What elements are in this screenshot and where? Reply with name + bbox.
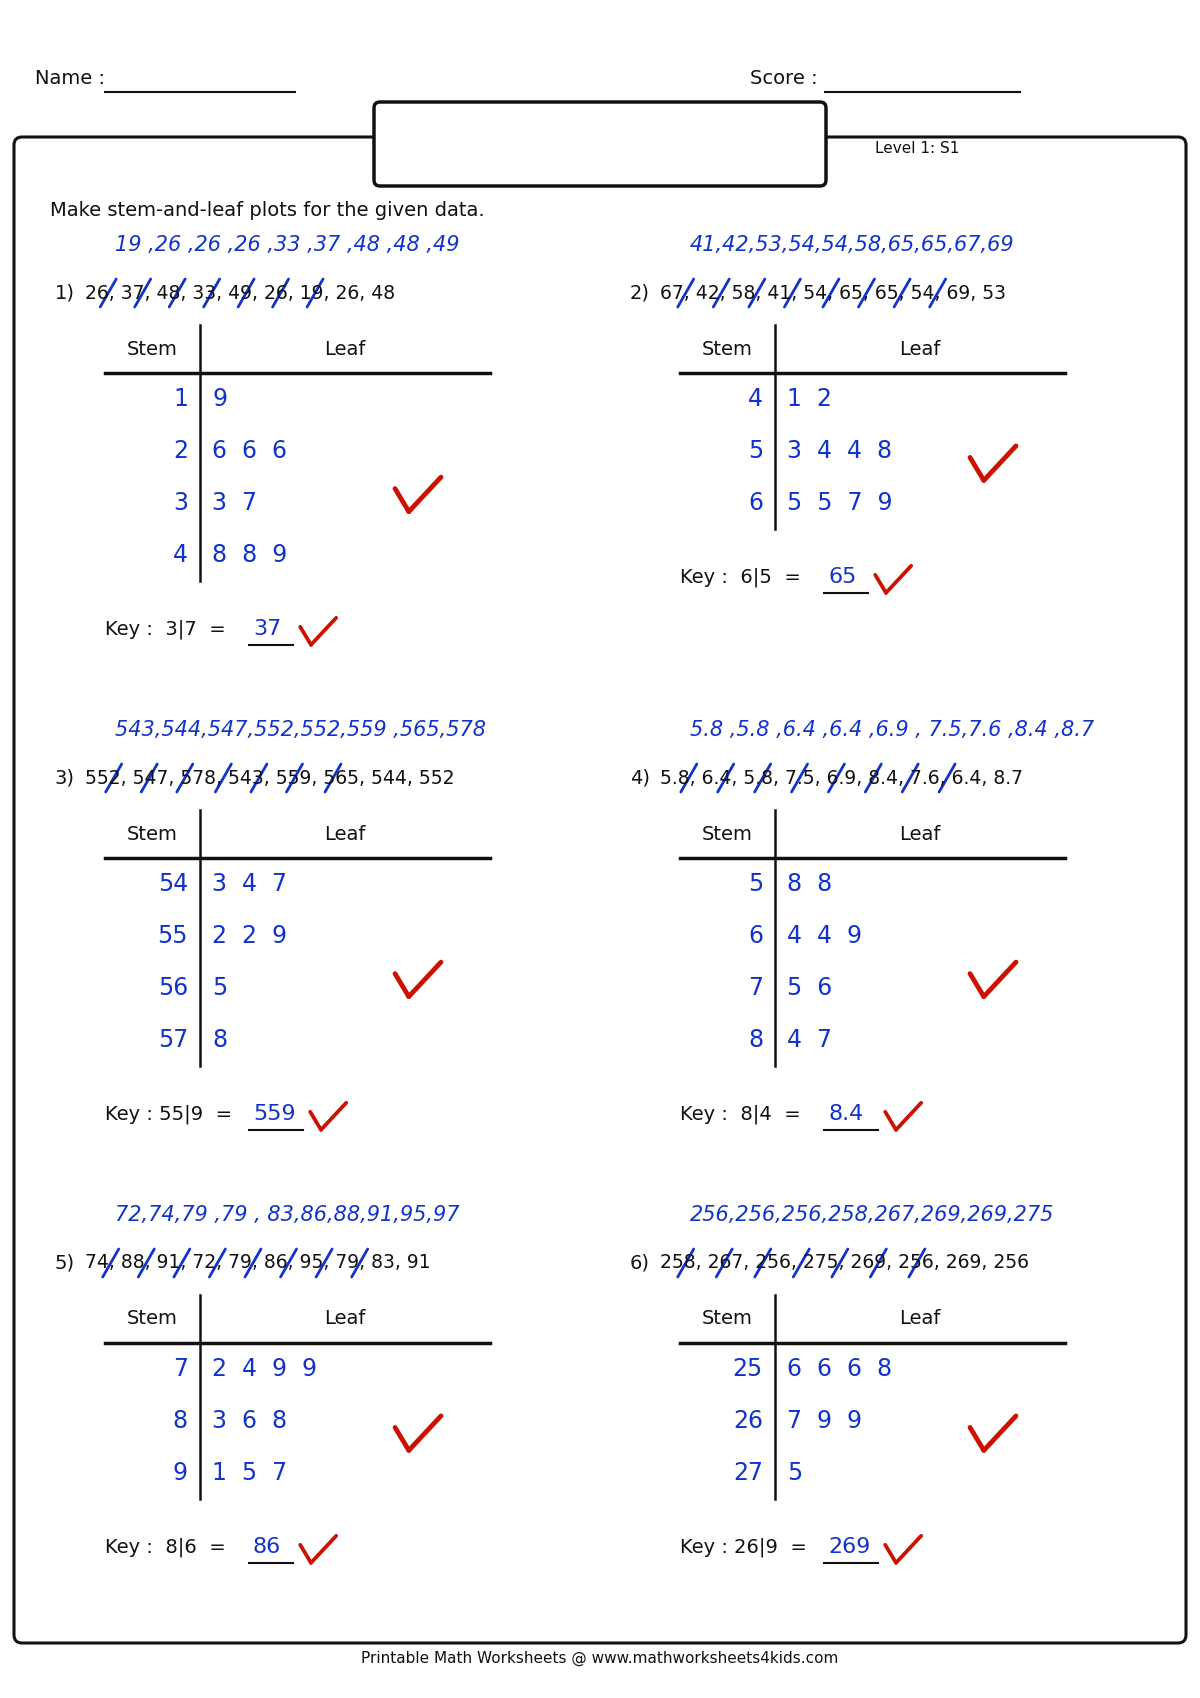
Text: 4  4  9: 4 4 9	[787, 924, 862, 947]
Text: 7: 7	[748, 976, 763, 1000]
Text: 8.4: 8.4	[828, 1104, 863, 1124]
Text: Leaf: Leaf	[899, 1309, 941, 1328]
Text: 2  4  9  9: 2 4 9 9	[212, 1357, 317, 1380]
Text: 3  7: 3 7	[212, 491, 257, 514]
Text: 9: 9	[212, 387, 227, 411]
FancyBboxPatch shape	[374, 102, 826, 187]
Text: 3  4  7: 3 4 7	[212, 873, 287, 897]
Text: 5.8 ,5.8 ,6.4 ,6.4 ,6.9 , 7.5,7.6 ,8.4 ,8.7: 5.8 ,5.8 ,6.4 ,6.4 ,6.9 , 7.5,7.6 ,8.4 ,…	[690, 720, 1094, 740]
Text: 256,256,256,258,267,269,269,275: 256,256,256,258,267,269,269,275	[690, 1206, 1055, 1224]
Text: 8: 8	[212, 1027, 227, 1053]
Text: 26: 26	[733, 1409, 763, 1433]
Text: 65: 65	[828, 567, 857, 588]
Text: 269: 269	[828, 1537, 870, 1557]
Text: Stem: Stem	[702, 1309, 752, 1328]
Text: Key :  6|5  =: Key : 6|5 =	[680, 567, 800, 588]
Text: 5  6: 5 6	[787, 976, 833, 1000]
Text: 2: 2	[173, 440, 188, 464]
Text: 2  2  9: 2 2 9	[212, 924, 287, 947]
Text: 6  6  6  8: 6 6 6 8	[787, 1357, 892, 1380]
Text: 3  4  4  8: 3 4 4 8	[787, 440, 892, 464]
Text: 552, 547, 578, 543, 559, 565, 544, 552: 552, 547, 578, 543, 559, 565, 544, 552	[85, 769, 455, 788]
Text: 6: 6	[748, 491, 763, 514]
Text: Leaf: Leaf	[324, 1309, 366, 1328]
Text: Score :: Score :	[750, 68, 817, 88]
Text: 3  6  8: 3 6 8	[212, 1409, 287, 1433]
FancyBboxPatch shape	[14, 138, 1186, 1644]
Text: 26, 37, 48, 33, 49, 26, 19, 26, 48: 26, 37, 48, 33, 49, 26, 19, 26, 48	[85, 284, 395, 302]
Text: 8: 8	[748, 1027, 763, 1053]
Text: 1  2: 1 2	[787, 387, 832, 411]
Text: Leaf: Leaf	[324, 825, 366, 844]
Text: 19 ,26 ,26 ,26 ,33 ,37 ,48 ,48 ,49: 19 ,26 ,26 ,26 ,33 ,37 ,48 ,48 ,49	[115, 234, 460, 255]
Text: 5: 5	[748, 440, 763, 464]
Text: 86: 86	[253, 1537, 281, 1557]
Text: 1  5  7: 1 5 7	[212, 1460, 287, 1486]
Text: Stem: Stem	[127, 340, 178, 358]
Text: 4: 4	[748, 387, 763, 411]
Text: Make stem-and-leaf plots for the given data.: Make stem-and-leaf plots for the given d…	[50, 200, 485, 219]
Text: 7  9  9: 7 9 9	[787, 1409, 862, 1433]
Text: 5): 5)	[55, 1253, 76, 1272]
Text: 27: 27	[733, 1460, 763, 1486]
Text: 41,42,53,54,54,58,65,65,67,69: 41,42,53,54,54,58,65,65,67,69	[690, 234, 1015, 255]
Text: 3: 3	[173, 491, 188, 514]
Text: 25: 25	[733, 1357, 763, 1380]
Text: Key :  8|4  =: Key : 8|4 =	[680, 1104, 800, 1124]
Text: 1: 1	[173, 387, 188, 411]
Text: 4  7: 4 7	[787, 1027, 832, 1053]
Text: Leaf: Leaf	[324, 340, 366, 358]
Text: 3): 3)	[55, 769, 74, 788]
Text: Name :: Name :	[35, 68, 106, 88]
Text: Stem: Stem	[127, 825, 178, 844]
Text: 6: 6	[748, 924, 763, 947]
Text: Leaf: Leaf	[899, 825, 941, 844]
Text: 56: 56	[157, 976, 188, 1000]
Text: Stem: Stem	[127, 1309, 178, 1328]
Text: 72,74,79 ,79 , 83,86,88,91,95,97: 72,74,79 ,79 , 83,86,88,91,95,97	[115, 1206, 460, 1224]
Text: 4): 4)	[630, 769, 650, 788]
Text: Stem-and-Leaf Plot: Stem-and-Leaf Plot	[434, 134, 766, 163]
Text: Key :  3|7  =: Key : 3|7 =	[106, 620, 226, 638]
Text: Level 1: S1: Level 1: S1	[875, 141, 959, 156]
Text: 4: 4	[173, 543, 188, 567]
Text: 1): 1)	[55, 284, 74, 302]
Text: 74, 88, 91, 72, 79, 86, 95, 79, 83, 91: 74, 88, 91, 72, 79, 86, 95, 79, 83, 91	[85, 1253, 431, 1272]
Text: 55: 55	[157, 924, 188, 947]
Text: 67, 42, 58, 41, 54, 65, 65, 54, 69, 53: 67, 42, 58, 41, 54, 65, 65, 54, 69, 53	[660, 284, 1006, 302]
Text: 9: 9	[173, 1460, 188, 1486]
Text: 5.8, 6.4, 5.8, 7.5, 6.9, 8.4, 7.6, 6.4, 8.7: 5.8, 6.4, 5.8, 7.5, 6.9, 8.4, 7.6, 6.4, …	[660, 769, 1022, 788]
Text: 8: 8	[173, 1409, 188, 1433]
Text: 6): 6)	[630, 1253, 650, 1272]
Text: Stem: Stem	[702, 340, 752, 358]
Text: Stem: Stem	[702, 825, 752, 844]
Text: 8  8: 8 8	[787, 873, 833, 897]
Text: Key :  8|6  =: Key : 8|6 =	[106, 1537, 226, 1557]
Text: 543,544,547,552,552,559 ,565,578: 543,544,547,552,552,559 ,565,578	[115, 720, 486, 740]
Text: Key : 26|9  =: Key : 26|9 =	[680, 1537, 806, 1557]
Text: 37: 37	[253, 620, 281, 638]
Text: 5: 5	[787, 1460, 803, 1486]
Text: 7: 7	[173, 1357, 188, 1380]
Text: 5  5  7  9: 5 5 7 9	[787, 491, 893, 514]
Text: 559: 559	[253, 1104, 295, 1124]
Text: 5: 5	[212, 976, 227, 1000]
Text: 6  6  6: 6 6 6	[212, 440, 287, 464]
Text: Printable Math Worksheets @ www.mathworksheets4kids.com: Printable Math Worksheets @ www.mathwork…	[361, 1650, 839, 1666]
Text: Leaf: Leaf	[899, 340, 941, 358]
Text: Key : 55|9  =: Key : 55|9 =	[106, 1104, 232, 1124]
Text: 57: 57	[157, 1027, 188, 1053]
Text: 2): 2)	[630, 284, 650, 302]
Text: 258, 267, 256, 275, 269, 256, 269, 256: 258, 267, 256, 275, 269, 256, 269, 256	[660, 1253, 1030, 1272]
Text: 54: 54	[157, 873, 188, 897]
Text: 8  8  9: 8 8 9	[212, 543, 287, 567]
Text: 5: 5	[748, 873, 763, 897]
